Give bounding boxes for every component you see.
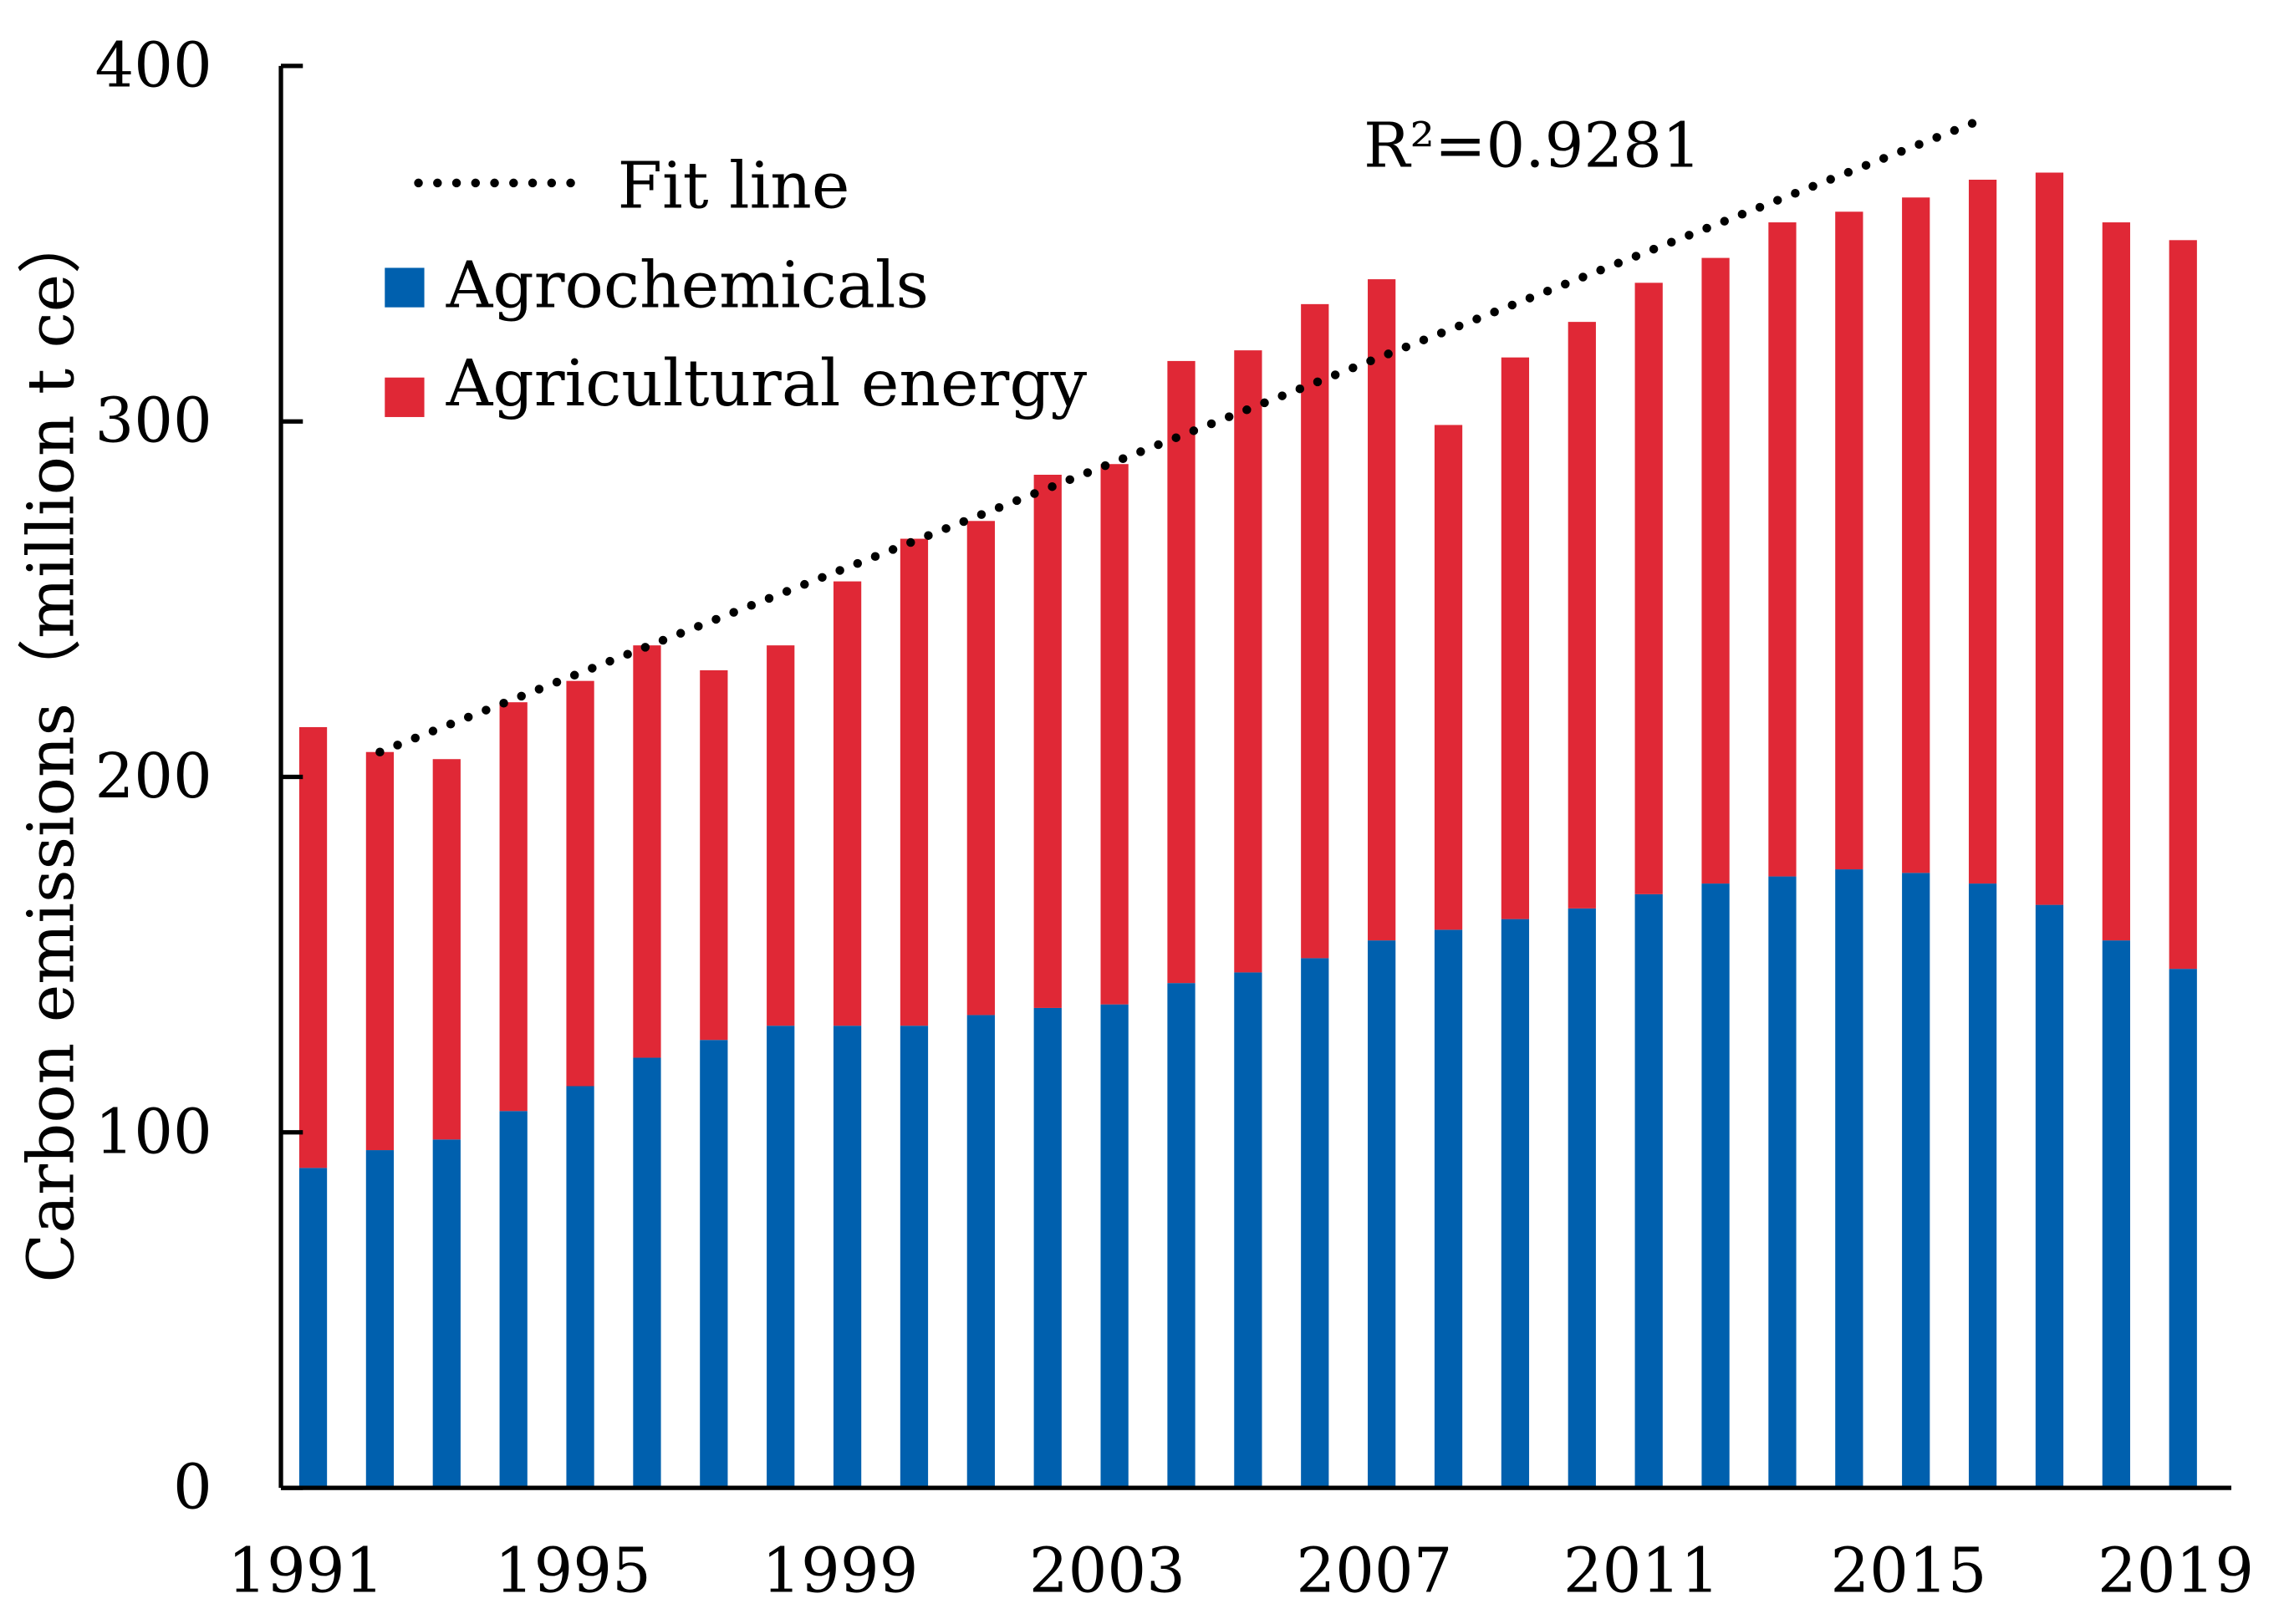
bar-agricultural-energy-2015 bbox=[1902, 197, 1930, 873]
bar-agricultural-energy-1997 bbox=[700, 669, 728, 1041]
bar-agricultural-energy-2002 bbox=[1033, 475, 1062, 1008]
legend-agricultural-energy-label: Agricultural energy bbox=[446, 347, 1088, 421]
bar-agricultural-energy-1996 bbox=[633, 645, 661, 1058]
bar-agrochemicals-2003 bbox=[1100, 1004, 1129, 1489]
bar-agricultural-energy-1992 bbox=[365, 751, 395, 1151]
x-tick-label: 2019 bbox=[2098, 1535, 2254, 1606]
bar-agrochemicals-2005 bbox=[1234, 972, 1262, 1489]
bar-agrochemicals-1997 bbox=[700, 1040, 728, 1489]
bar-agricultural-energy-1999 bbox=[833, 581, 862, 1026]
bar-agrochemicals-2001 bbox=[966, 1015, 995, 1489]
x-tick-label: 2011 bbox=[1563, 1535, 1720, 1606]
bar-agrochemicals-2016 bbox=[1968, 883, 1997, 1489]
bar-agricultural-energy-2007 bbox=[1368, 279, 1396, 941]
bar-agrochemicals-2007 bbox=[1368, 940, 1396, 1489]
x-tick-label: 1991 bbox=[227, 1535, 384, 1606]
bar-agricultural-energy-2013 bbox=[1768, 222, 1797, 877]
bar-agrochemicals-2002 bbox=[1033, 1007, 1062, 1489]
bar-agrochemicals-2015 bbox=[1902, 873, 1930, 1489]
x-axis: 1991 1995 1999 2003 2007 2011 2015 2019 bbox=[227, 1485, 2254, 1606]
bar-agricultural-energy-2004 bbox=[1167, 360, 1196, 984]
x-tick-label: 2007 bbox=[1296, 1535, 1452, 1606]
bar-agricultural-energy-2003 bbox=[1100, 464, 1129, 1005]
bars bbox=[298, 172, 2197, 1489]
bar-agricultural-energy-1991 bbox=[298, 726, 328, 1168]
bar-agrochemicals-2013 bbox=[1768, 876, 1797, 1489]
bar-agricultural-energy-2019 bbox=[2169, 240, 2197, 970]
x-tick-label: 2015 bbox=[1830, 1535, 1986, 1606]
bar-agricultural-energy-2010 bbox=[1568, 322, 1596, 909]
bar-agrochemicals-1999 bbox=[833, 1026, 862, 1489]
bar-agrochemicals-1993 bbox=[432, 1139, 461, 1489]
bar-agrochemicals-2000 bbox=[900, 1026, 929, 1489]
bar-agrochemicals-1994 bbox=[499, 1111, 528, 1489]
bar-agrochemicals-2004 bbox=[1167, 983, 1196, 1489]
bar-agrochemicals-2014 bbox=[1835, 869, 1863, 1489]
legend-agrochemicals-swatch bbox=[385, 267, 425, 308]
bar-agricultural-energy-2009 bbox=[1501, 357, 1530, 919]
bar-agrochemicals-1991 bbox=[298, 1168, 328, 1489]
bar-agricultural-energy-2006 bbox=[1301, 303, 1329, 959]
bar-agricultural-energy-2014 bbox=[1835, 211, 1863, 870]
bar-agricultural-energy-2011 bbox=[1634, 283, 1663, 894]
legend-agricultural-energy-swatch bbox=[385, 377, 425, 417]
bar-agrochemicals-1996 bbox=[633, 1057, 661, 1489]
bar-agricultural-energy-2005 bbox=[1234, 350, 1262, 973]
bar-agricultural-energy-2018 bbox=[2102, 222, 2130, 941]
bar-agricultural-energy-1998 bbox=[767, 645, 795, 1026]
legend: Fit line Agrochemicals Agricultural ener… bbox=[385, 150, 1088, 421]
bar-agricultural-energy-1994 bbox=[499, 702, 528, 1112]
bar-agricultural-energy-2008 bbox=[1434, 425, 1463, 930]
bar-agrochemicals-2008 bbox=[1434, 929, 1463, 1489]
bar-agrochemicals-2011 bbox=[1634, 893, 1663, 1489]
fit-line bbox=[375, 115, 1987, 756]
bar-agrochemicals-2017 bbox=[2035, 904, 2064, 1489]
y-tick-label: 0 bbox=[173, 1453, 212, 1524]
x-tick-label: 1995 bbox=[495, 1535, 651, 1606]
y-tick-label: 300 bbox=[94, 386, 212, 457]
bar-agricultural-energy-2012 bbox=[1701, 257, 1730, 884]
y-tick-label: 400 bbox=[94, 30, 212, 101]
bar-agricultural-energy-2017 bbox=[2035, 172, 2064, 905]
bar-agrochemicals-2006 bbox=[1301, 958, 1329, 1489]
bar-agrochemicals-1992 bbox=[365, 1150, 395, 1489]
bar-agricultural-energy-1993 bbox=[432, 759, 461, 1140]
bar-agrochemicals-2010 bbox=[1568, 908, 1596, 1489]
bar-agrochemicals-1995 bbox=[566, 1086, 594, 1489]
y-tick-label: 200 bbox=[94, 741, 212, 812]
legend-fit-line-label: Fit line bbox=[618, 150, 850, 224]
x-tick-label: 1999 bbox=[762, 1535, 918, 1606]
bar-agrochemicals-2018 bbox=[2102, 940, 2130, 1489]
legend-agrochemicals-label: Agrochemicals bbox=[446, 249, 929, 323]
bar-agrochemicals-2009 bbox=[1501, 919, 1530, 1489]
y-axis-label: Carbon emissions（million t ce） bbox=[15, 210, 89, 1283]
bar-agrochemicals-1998 bbox=[767, 1026, 795, 1489]
bar-agricultural-energy-1995 bbox=[566, 680, 594, 1087]
r-squared-annotation: R²=0.9281 bbox=[1364, 111, 1701, 182]
bar-agricultural-energy-2001 bbox=[966, 521, 995, 1016]
x-tick-label: 2003 bbox=[1029, 1535, 1185, 1606]
y-tick-label: 100 bbox=[94, 1097, 212, 1168]
bar-agrochemicals-2012 bbox=[1701, 883, 1730, 1489]
bar-agricultural-energy-2016 bbox=[1968, 180, 1997, 884]
bar-agrochemicals-2019 bbox=[2169, 969, 2197, 1489]
y-axis: 0 100 200 300 400 bbox=[94, 30, 303, 1524]
bar-agricultural-energy-2000 bbox=[900, 538, 929, 1026]
